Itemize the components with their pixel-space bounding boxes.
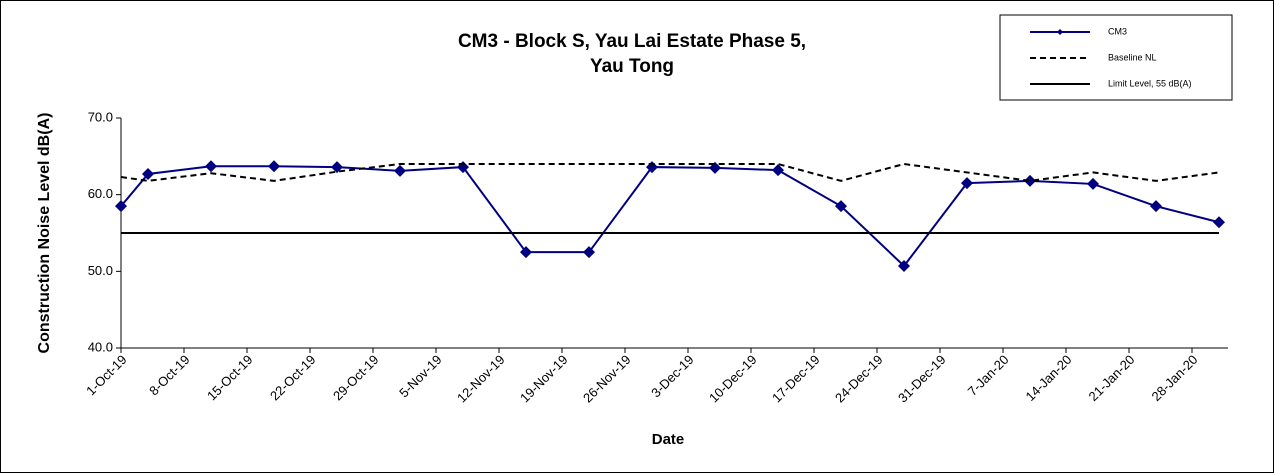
legend-label: CM3 — [1108, 26, 1127, 36]
chart-subtitle: Yau Tong — [590, 56, 674, 77]
x-axis-label: Date — [652, 431, 685, 448]
legend-label: Limit Level, 55 dB(A) — [1108, 78, 1192, 88]
y-tick-label: 40.0 — [88, 339, 113, 354]
data-point — [142, 167, 154, 180]
legend-box — [999, 14, 1233, 101]
data-point — [583, 246, 595, 259]
data-point — [268, 160, 280, 173]
legend-marker — [1057, 29, 1063, 35]
data-point — [1213, 216, 1225, 229]
y-tick-label: 70.0 — [88, 109, 113, 124]
y-tick-label: 50.0 — [88, 263, 113, 278]
data-point — [772, 164, 784, 177]
data-point — [1150, 200, 1162, 213]
data-point — [331, 161, 343, 174]
legend-label: Baseline NL — [1108, 52, 1157, 62]
data-point — [1087, 177, 1099, 190]
data-point — [835, 200, 847, 213]
data-point — [898, 259, 910, 272]
data-point — [961, 177, 973, 190]
data-point — [115, 200, 127, 213]
chart-title: CM3 - Block S, Yau Lai Estate Phase 5, — [458, 31, 806, 52]
y-axis-label: Construction Noise Level dB(A) — [36, 113, 53, 354]
data-point — [394, 164, 406, 177]
data-point — [520, 246, 532, 259]
y-tick-label: 60.0 — [88, 186, 113, 201]
data-point — [205, 160, 217, 173]
series-line — [120, 162, 1220, 182]
data-point — [1024, 174, 1036, 187]
